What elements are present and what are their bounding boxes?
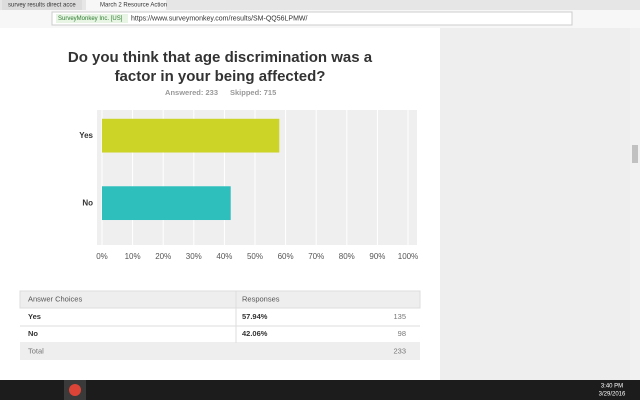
site-badge-bg [56,14,128,23]
tab-title: survey results direct acce [8,3,76,9]
tab-title: March 2 Resource Action [100,3,167,9]
row-count: 135 [393,312,406,321]
skipped: Skipped: 715 [230,88,276,97]
chart-title: Do you think that age discrimination was… [68,49,373,66]
chart-title: factor in your being affected? [115,68,326,85]
x-tick-label: 10% [125,252,141,261]
taskbar [0,380,640,400]
chrome-icon[interactable] [69,384,81,396]
x-tick-label: 30% [186,252,202,261]
x-tick-label: 50% [247,252,263,261]
x-tick-label: 100% [398,252,418,261]
total-label: Total [28,346,44,355]
scrollbar [630,28,640,380]
site-badge: SurveyMonkey Inc. [US] [58,16,123,22]
row-percent: 57.94% [242,312,268,321]
clock-date: 3/29/2016 [599,392,626,398]
x-tick-label: 40% [216,252,232,261]
x-tick-label: 0% [96,252,108,261]
scroll-thumb[interactable] [632,145,638,163]
x-tick-label: 60% [278,252,294,261]
bar [102,186,231,221]
y-tick-label: No [82,198,93,207]
table-header: Answer Choices [28,294,82,303]
total-count: 233 [393,346,406,355]
row-percent: 42.06% [242,329,268,338]
address-bar[interactable] [51,11,573,26]
tab-strip [0,0,640,10]
table-header: Responses [242,294,280,303]
x-tick-label: 80% [339,252,355,261]
y-tick-label: Yes [79,131,93,140]
answered: Answered: 233 [165,88,218,97]
url: https://www.surveymonkey.com/results/SM-… [131,15,308,22]
table-total-bg [20,343,420,360]
clock-time: 3:40 PM [601,384,623,390]
x-tick-label: 70% [308,252,324,261]
x-tick-label: 20% [155,252,171,261]
tab-active[interactable] [86,0,166,10]
table-header-bg [19,290,421,309]
tab[interactable] [2,0,82,10]
row-count: 98 [398,329,406,338]
x-tick-label: 90% [369,252,385,261]
row-label: Yes [28,312,41,321]
bar [102,118,280,153]
side-panel [440,28,630,380]
row-label: No [28,329,38,338]
